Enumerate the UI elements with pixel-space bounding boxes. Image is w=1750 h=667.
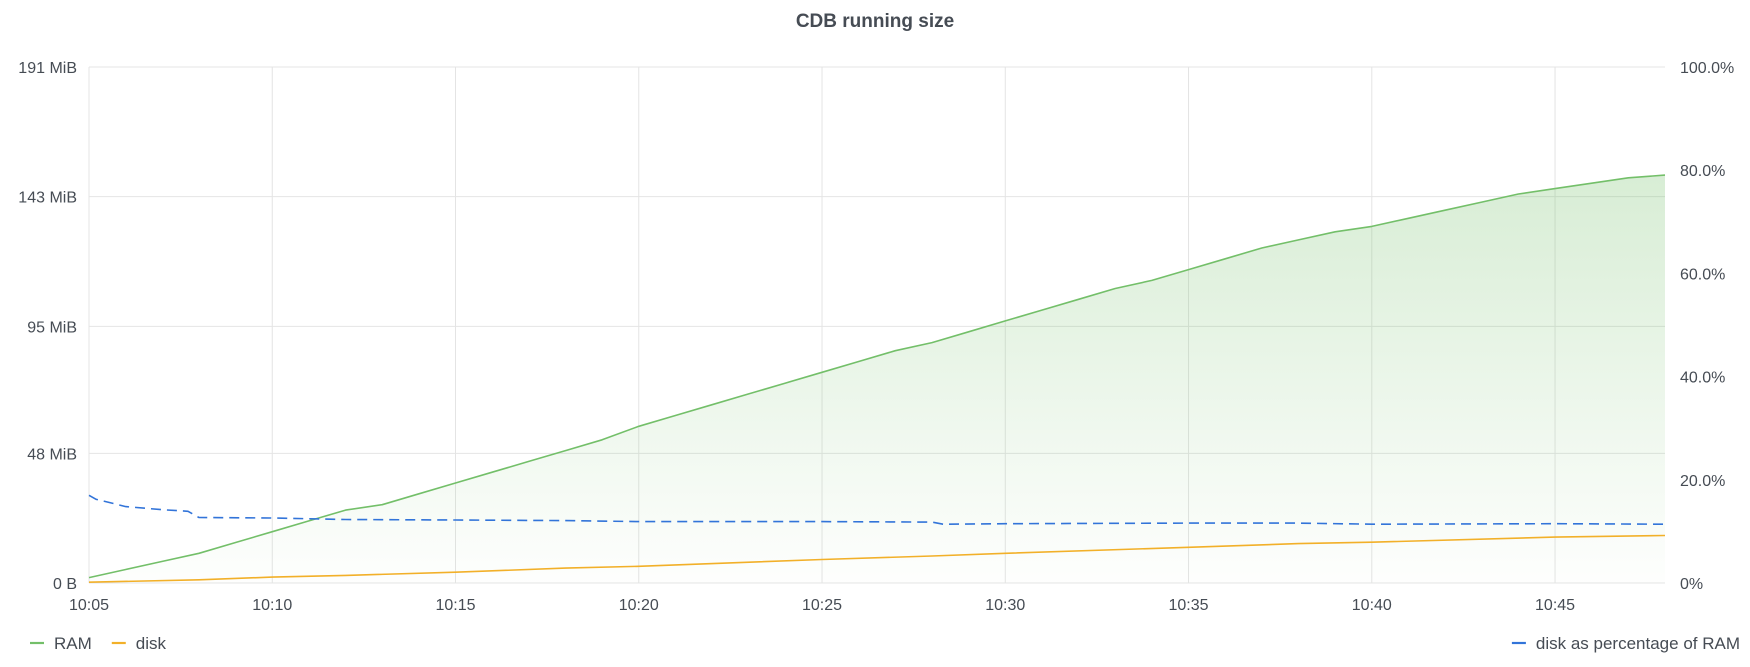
y-left-tick-label: 0 B — [53, 576, 77, 593]
series-layer — [88, 174, 1666, 583]
legend-item-disk[interactable]: disk — [111, 634, 167, 653]
x-tick-label: 10:30 — [985, 597, 1025, 614]
series-disk-as-percentage-of-ram-line — [88, 494, 1666, 525]
x-tick-label: 10:15 — [435, 597, 475, 614]
y-right-tick-label: 40.0% — [1680, 370, 1725, 387]
y-left-tick-label: 95 MiB — [27, 319, 77, 336]
y-right-tick-label: 60.0% — [1680, 266, 1725, 283]
y-right-tick-label: 0% — [1680, 576, 1703, 593]
y-left-tick-label: 143 MiB — [18, 190, 77, 207]
y-left-tick-label: 191 MiB — [18, 60, 77, 77]
legend-item-ram[interactable]: RAM — [30, 634, 92, 653]
series-ram-line — [88, 174, 1666, 579]
y-right-tick-label: 100.0% — [1680, 60, 1734, 77]
series-disk-line — [88, 534, 1666, 583]
legend-label-disk: disk — [136, 634, 167, 653]
y-right-tick-label: 80.0% — [1680, 163, 1725, 180]
x-tick-label: 10:25 — [802, 597, 842, 614]
x-tick-label: 10:40 — [1352, 597, 1392, 614]
x-tick-label: 10:20 — [619, 597, 659, 614]
y-right-tick-label: 20.0% — [1680, 473, 1725, 490]
chart-title: CDB running size — [796, 11, 954, 32]
axes: 0 B 48 MiB 95 MiB 143 MiB 191 MiB 0% 20.0% 40.0… — [18, 60, 1734, 614]
x-tick-label: 10:10 — [252, 597, 292, 614]
legend-label-disk-as-percentage-of-ram: disk as percentage of RAM — [1536, 634, 1740, 653]
legend-label-ram: RAM — [54, 634, 92, 653]
x-tick-label: 10:05 — [69, 597, 109, 614]
legend-item-disk-as-percentage-of-ram[interactable]: disk as percentage of RAM — [1511, 634, 1740, 653]
legend[interactable]: RAM disk disk as percentage of RAM — [30, 634, 1740, 653]
x-tick-label: 10:35 — [1169, 597, 1209, 614]
x-tick-label: 10:45 — [1535, 597, 1575, 614]
y-left-tick-label: 48 MiB — [27, 446, 77, 463]
series-ram-area — [89, 175, 1665, 583]
